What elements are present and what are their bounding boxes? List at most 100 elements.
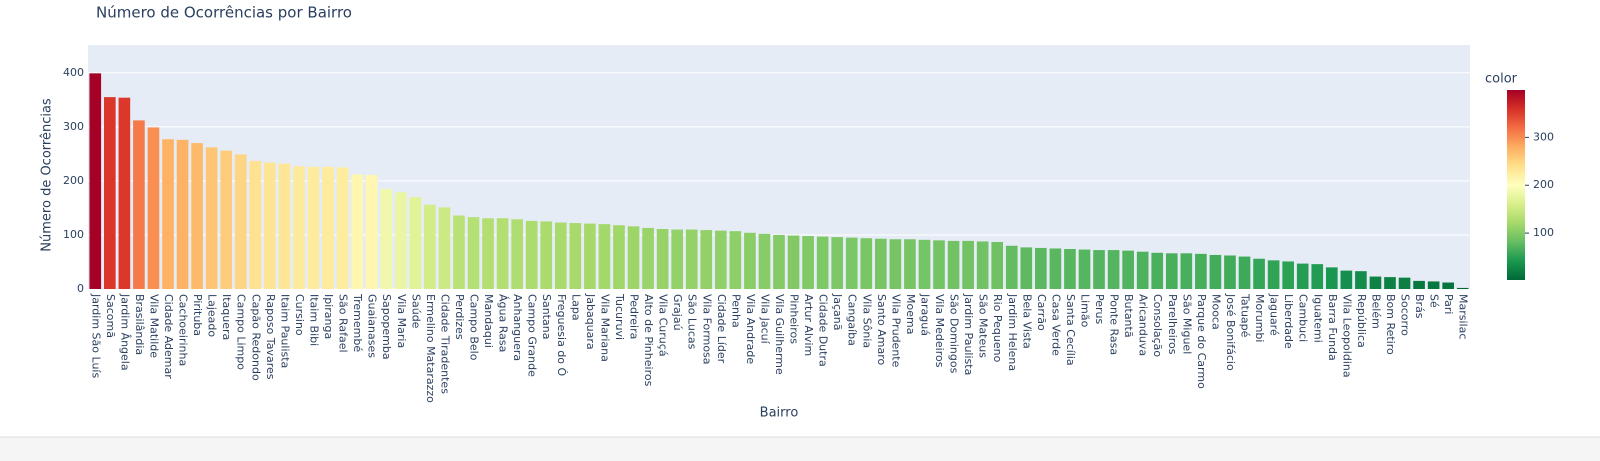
bar bbox=[642, 227, 654, 289]
bar bbox=[729, 231, 742, 289]
x-tick-label: Grajaú bbox=[671, 294, 684, 331]
x-tick-label: Vila Guilherme bbox=[773, 294, 786, 375]
bar bbox=[904, 239, 916, 289]
x-tick-label: Cambuci bbox=[1297, 294, 1310, 342]
colorbar bbox=[1507, 90, 1525, 280]
x-tick-label: Pedreira bbox=[628, 294, 641, 339]
x-tick-label: Santana bbox=[540, 294, 553, 339]
bar bbox=[1325, 267, 1338, 289]
colorbar-title: color bbox=[1485, 72, 1518, 87]
bar bbox=[1224, 255, 1236, 289]
x-tick-label: Pari bbox=[1442, 294, 1455, 314]
x-tick-label: Perdizes bbox=[453, 294, 466, 340]
x-axis-label: Bairro bbox=[760, 406, 799, 421]
x-tick-label: Barra Funda bbox=[1326, 294, 1339, 361]
x-tick-label: São Mateus bbox=[977, 294, 990, 358]
x-tick-label: Vila Jacuí bbox=[758, 294, 771, 345]
bar bbox=[1195, 253, 1207, 289]
x-tick-label: Sé bbox=[1428, 294, 1441, 308]
bar bbox=[671, 229, 683, 289]
bar bbox=[1340, 270, 1353, 289]
x-tick-label: Jardim Helena bbox=[1006, 293, 1019, 371]
x-tick-label: Morumbi bbox=[1253, 294, 1266, 342]
x-tick-label: Itaim Paulista bbox=[278, 294, 291, 368]
x-tick-label: Lajeado bbox=[206, 294, 219, 337]
bar bbox=[482, 218, 494, 289]
x-tick-label: Campo Belo bbox=[468, 294, 481, 361]
x-tick-label: Ipiranga bbox=[322, 294, 335, 339]
x-tick-label: Campo Grande bbox=[526, 294, 539, 377]
x-tick-label: Lapa bbox=[569, 294, 582, 321]
y-tick-label: 300 bbox=[63, 120, 84, 133]
bar bbox=[89, 73, 102, 289]
bar bbox=[104, 97, 116, 289]
x-tick-label: Cidade Tiradentes bbox=[438, 294, 451, 394]
x-tick-label: Vila Medeiros bbox=[933, 294, 946, 368]
x-tick-label: Ermelino Matarazzo bbox=[424, 294, 437, 403]
x-tick-label: Jaçanã bbox=[831, 293, 844, 331]
y-tick-label: 100 bbox=[63, 228, 84, 241]
x-tick-label: Campo Limpo bbox=[235, 294, 248, 370]
x-tick-label: Jardim São Luís bbox=[89, 293, 102, 378]
y-tick-label: 0 bbox=[77, 282, 84, 295]
bar bbox=[758, 233, 771, 289]
bar bbox=[220, 150, 233, 289]
bar bbox=[685, 229, 698, 289]
colorbar-tick-label: 100 bbox=[1533, 226, 1554, 239]
bar bbox=[496, 218, 509, 289]
bar bbox=[1442, 282, 1454, 289]
bar bbox=[1020, 247, 1033, 289]
x-tick-label: Tremembé bbox=[351, 293, 364, 352]
bar bbox=[744, 232, 756, 289]
x-tick-label: Pirituba bbox=[191, 294, 204, 336]
x-tick-label: Vila Mariana bbox=[598, 294, 611, 362]
x-tick-label: Vila Leopoldina bbox=[1340, 294, 1353, 378]
x-tick-label: Mandaqui bbox=[482, 294, 495, 348]
x-tick-label: Rio Pequeno bbox=[991, 294, 1004, 363]
bar bbox=[176, 139, 189, 289]
colorbar-tick-label: 300 bbox=[1533, 130, 1554, 143]
bar bbox=[569, 223, 582, 289]
bar bbox=[1035, 247, 1047, 289]
bar bbox=[860, 238, 873, 289]
bar bbox=[234, 154, 247, 289]
x-tick-label: Iguatemi bbox=[1311, 294, 1324, 343]
bar bbox=[1093, 250, 1105, 289]
bar bbox=[656, 229, 669, 289]
x-tick-label: Penha bbox=[729, 294, 742, 328]
bar bbox=[380, 189, 393, 289]
bar bbox=[845, 237, 858, 289]
x-tick-label: Perus bbox=[1093, 294, 1106, 325]
bar bbox=[278, 163, 291, 289]
x-tick-label: Belém bbox=[1369, 294, 1382, 329]
bar bbox=[467, 217, 480, 289]
x-tick-label: Vila Sônia bbox=[860, 294, 873, 348]
bar bbox=[453, 215, 465, 289]
bar bbox=[1151, 252, 1164, 289]
x-tick-label: Água Rasa bbox=[497, 294, 510, 352]
x-tick-label: Cidade Ademar bbox=[162, 294, 175, 379]
bar bbox=[1267, 260, 1280, 289]
bar bbox=[1253, 258, 1265, 289]
x-tick-label: Cachoeirinha bbox=[177, 294, 190, 366]
bar bbox=[351, 174, 363, 289]
bar bbox=[133, 120, 145, 289]
x-tick-label: Tucuruvi bbox=[613, 293, 626, 340]
bar bbox=[889, 239, 902, 289]
x-tick-label: Pinheiros bbox=[788, 294, 801, 344]
bar bbox=[249, 160, 262, 289]
x-tick-label: São Lucas bbox=[686, 294, 699, 350]
x-tick-label: Bela Vista bbox=[1020, 294, 1033, 349]
x-tick-label: Artur Alvim bbox=[802, 294, 815, 356]
bar bbox=[787, 235, 800, 289]
bar bbox=[1180, 253, 1193, 289]
bar bbox=[816, 236, 829, 289]
x-tick-label: Santa Cecília bbox=[1064, 294, 1077, 366]
bar bbox=[1398, 277, 1411, 289]
x-tick-label: Saúde bbox=[409, 294, 422, 329]
bar bbox=[336, 167, 349, 289]
bar bbox=[1064, 249, 1076, 289]
bar bbox=[1384, 277, 1396, 289]
bar bbox=[147, 127, 160, 290]
